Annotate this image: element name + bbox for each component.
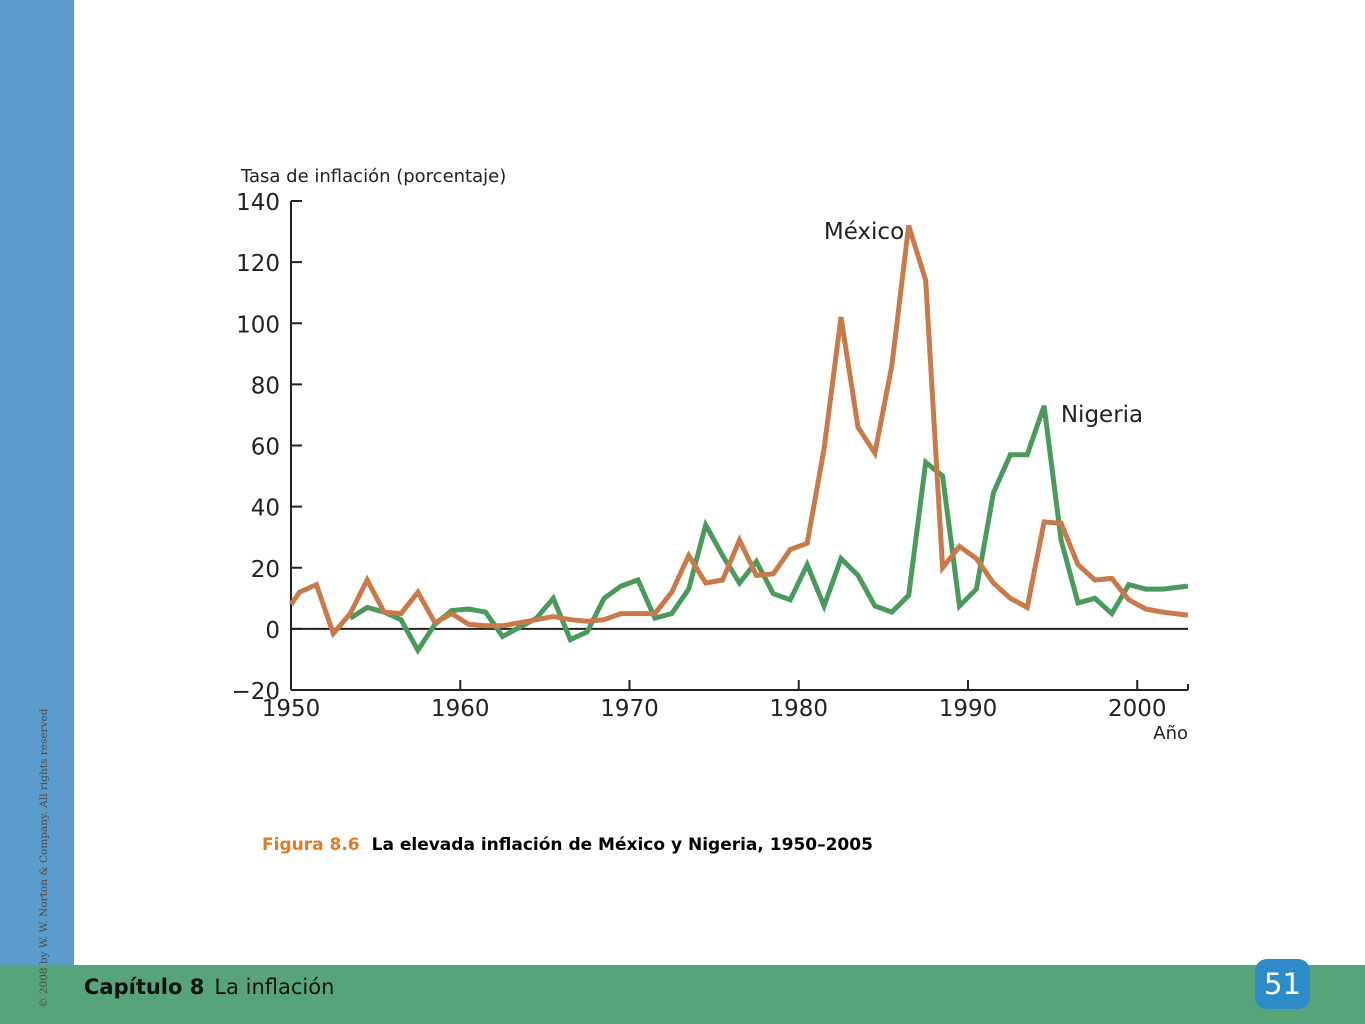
y-tick-label: 120: [236, 251, 280, 277]
sidebar: [0, 0, 74, 1024]
footer-band: [0, 965, 1365, 1024]
y-tick-label: 20: [251, 557, 280, 583]
y-tick-label: 40: [251, 496, 280, 522]
y-tick-label: 80: [251, 373, 280, 399]
y-tick-label: 140: [236, 190, 280, 216]
series-label-nigeria: Nigeria: [1061, 402, 1143, 428]
x-tick-label: 1980: [769, 696, 828, 722]
x-tick-label: 1950: [262, 696, 321, 722]
x-axis-title: Año: [1153, 723, 1188, 744]
y-tick-label: 100: [236, 312, 280, 338]
page-number-badge: 51: [1255, 959, 1310, 1009]
x-tick-label: 1970: [600, 696, 659, 722]
chapter-heading: Capítulo 8 La inflación: [84, 975, 334, 999]
figure-title: La elevada inflación de México y Nigeria…: [371, 835, 873, 855]
series-label-mexico: México: [824, 219, 904, 245]
x-tick-label: 1960: [431, 696, 490, 722]
y-tick-label: 60: [251, 435, 280, 461]
series-line-nigeria: [348, 404, 1189, 656]
y-tick-label: 0: [265, 618, 280, 644]
chapter-title: La inflación: [214, 975, 335, 999]
figure-label: Figura 8.6: [262, 835, 360, 855]
y-tick-label: −20: [231, 679, 280, 705]
series-line-mexico: [288, 224, 1189, 639]
y-axis-title: Tasa de inflación (porcentaje): [240, 166, 506, 187]
figure-caption: Figura 8.6 La elevada inflación de México…: [262, 835, 873, 855]
x-tick-label: 1990: [939, 696, 998, 722]
chapter-label: Capítulo 8: [84, 975, 205, 999]
sidebar-band: [0, 0, 74, 965]
x-tick-label: 2000: [1108, 696, 1167, 722]
